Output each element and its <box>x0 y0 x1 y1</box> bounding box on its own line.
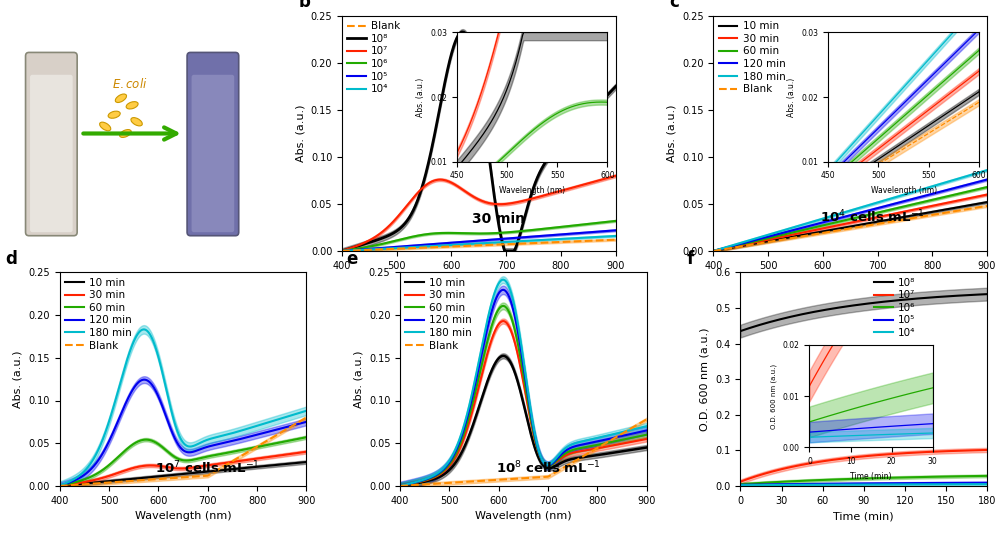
Legend: 10 min, 30 min, 60 min, 120 min, 180 min, Blank: 10 min, 30 min, 60 min, 120 min, 180 min… <box>406 278 472 350</box>
Text: 10$^4$ cells mL$^{-1}$: 10$^4$ cells mL$^{-1}$ <box>820 209 924 226</box>
X-axis label: Time (min): Time (min) <box>833 511 894 521</box>
Y-axis label: Abs. (a.u.): Abs. (a.u.) <box>667 105 677 162</box>
Ellipse shape <box>100 122 111 131</box>
Text: 10$^8$ cells mL$^{-1}$: 10$^8$ cells mL$^{-1}$ <box>496 460 600 476</box>
X-axis label: Wavelength (nm): Wavelength (nm) <box>476 511 571 521</box>
Y-axis label: Abs. (a.u.): Abs. (a.u.) <box>353 350 363 408</box>
X-axis label: Wavelength (nm): Wavelength (nm) <box>135 511 231 521</box>
Text: c: c <box>670 0 680 11</box>
Text: b: b <box>298 0 310 11</box>
Y-axis label: Abs. (a.u.): Abs. (a.u.) <box>295 105 305 162</box>
Text: f: f <box>686 250 694 268</box>
Legend: 10 min, 30 min, 60 min, 120 min, 180 min, Blank: 10 min, 30 min, 60 min, 120 min, 180 min… <box>719 21 786 94</box>
FancyBboxPatch shape <box>30 75 73 232</box>
Legend: 10⁸, 10⁷, 10⁶, 10⁵, 10⁴: 10⁸, 10⁷, 10⁶, 10⁵, 10⁴ <box>874 278 915 338</box>
Y-axis label: Abs. (a.u.): Abs. (a.u.) <box>13 350 23 408</box>
X-axis label: Wavelength (nm): Wavelength (nm) <box>431 276 527 286</box>
FancyBboxPatch shape <box>26 52 77 235</box>
Ellipse shape <box>131 117 143 126</box>
Y-axis label: O.D. 600 nm (a.u.): O.D. 600 nm (a.u.) <box>700 327 710 431</box>
FancyBboxPatch shape <box>191 75 234 232</box>
Text: $\it{E. coli}$: $\it{E. coli}$ <box>112 77 148 91</box>
FancyBboxPatch shape <box>187 52 238 235</box>
Legend: Blank, 10⁸, 10⁷, 10⁶, 10⁵, 10⁴: Blank, 10⁸, 10⁷, 10⁶, 10⁵, 10⁴ <box>347 21 401 94</box>
Text: d: d <box>6 250 17 268</box>
X-axis label: Wavelength (nm): Wavelength (nm) <box>802 276 898 286</box>
Text: e: e <box>346 250 357 268</box>
Legend: 10 min, 30 min, 60 min, 120 min, 180 min, Blank: 10 min, 30 min, 60 min, 120 min, 180 min… <box>65 278 132 350</box>
Ellipse shape <box>127 101 139 109</box>
Ellipse shape <box>120 130 132 137</box>
Text: 10$^7$ cells mL$^{-1}$: 10$^7$ cells mL$^{-1}$ <box>156 460 260 476</box>
Text: 30 min: 30 min <box>472 212 524 226</box>
Ellipse shape <box>116 94 127 103</box>
Ellipse shape <box>108 111 121 118</box>
